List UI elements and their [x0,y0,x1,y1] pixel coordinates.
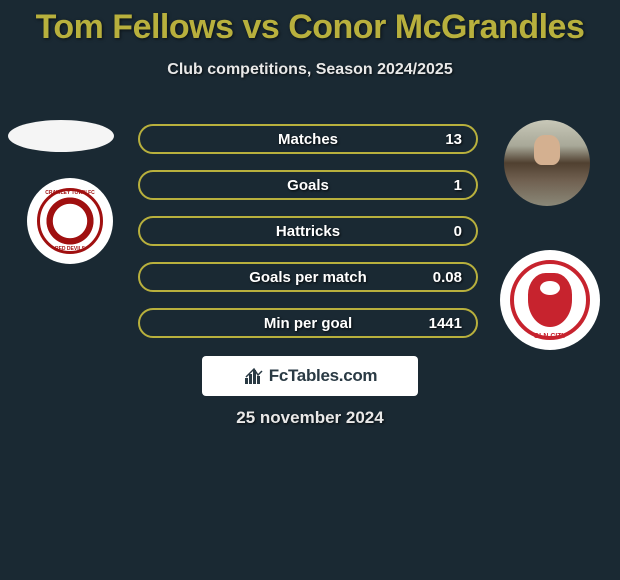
stat-label: Hattricks [276,223,340,240]
stat-row: Goals 1 [138,170,478,200]
fctables-chart-icon [243,366,265,386]
stat-label: Min per goal [264,315,352,332]
stat-row: Min per goal 1441 [138,308,478,338]
lincoln-badge-icon [510,260,590,340]
right-club-badge [500,250,600,350]
subtitle: Club competitions, Season 2024/2025 [0,61,620,79]
stat-value-right: 1441 [429,315,462,332]
stats-container: Matches 13 Goals 1 Hattricks 0 Goals per… [138,124,478,354]
stat-row: Goals per match 0.08 [138,262,478,292]
stat-label: Matches [278,131,338,148]
page-title: Tom Fellows vs Conor McGrandles [0,0,620,47]
stat-value-right: 13 [445,131,462,148]
stat-value-right: 0.08 [433,269,462,286]
stat-value-right: 1 [454,177,462,194]
imp-icon [528,273,572,327]
brand-text: FcTables.com [269,366,378,386]
crawley-badge-icon [37,188,103,254]
date-label: 25 november 2024 [0,408,620,428]
brand-attribution[interactable]: FcTables.com [202,356,418,396]
stat-row: Matches 13 [138,124,478,154]
right-player-photo [504,120,590,206]
stat-label: Goals [287,177,329,194]
stat-value-right: 0 [454,223,462,240]
left-club-badge [27,178,113,264]
left-player-photo-placeholder [8,120,114,152]
stat-label: Goals per match [249,269,367,286]
stat-row: Hattricks 0 [138,216,478,246]
